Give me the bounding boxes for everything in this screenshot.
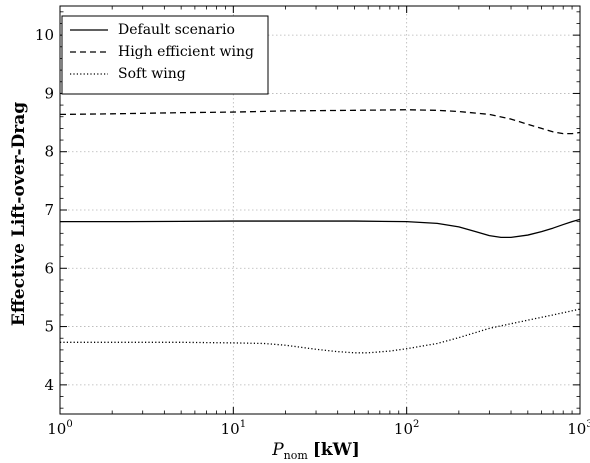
x-tick-label: 103 — [567, 419, 590, 438]
y-tick-label: 5 — [44, 318, 54, 336]
y-tick-label: 4 — [44, 376, 54, 394]
series-layer — [59, 109, 581, 354]
x-axis-label: Pnom [kW] — [271, 440, 360, 462]
y-tick-label: 10 — [35, 26, 54, 44]
y-tick-label: 6 — [44, 259, 54, 277]
legend-label-1: Default scenario — [118, 22, 235, 38]
x-tick-label: 101 — [221, 419, 246, 438]
x-axis-subscript: nom — [284, 449, 309, 462]
legend-label-3: Soft wing — [118, 66, 186, 82]
y-tick-label: 8 — [44, 143, 54, 161]
y-tick-label: 7 — [44, 201, 54, 219]
x-axis-unit: [kW] — [313, 440, 360, 460]
x-axis-symbol: P — [271, 440, 284, 460]
x-tick-label: 102 — [394, 419, 419, 438]
y-axis-label: Effective Lift-over-Drag — [9, 102, 29, 326]
legend-box — [61, 15, 269, 95]
y-tick-label: 9 — [44, 84, 54, 102]
x-tick-label: 100 — [47, 419, 72, 438]
series-line-2 — [59, 109, 581, 135]
legend: Default scenario High efficient wing Soft … — [61, 15, 269, 95]
series-line-3 — [60, 308, 581, 354]
series-line-1 — [60, 218, 581, 239]
legend-label-2: High efficient wing — [118, 44, 254, 60]
tick-labels: 4 5 6 7 8 9 10 100 101 102 103 — [35, 26, 590, 438]
